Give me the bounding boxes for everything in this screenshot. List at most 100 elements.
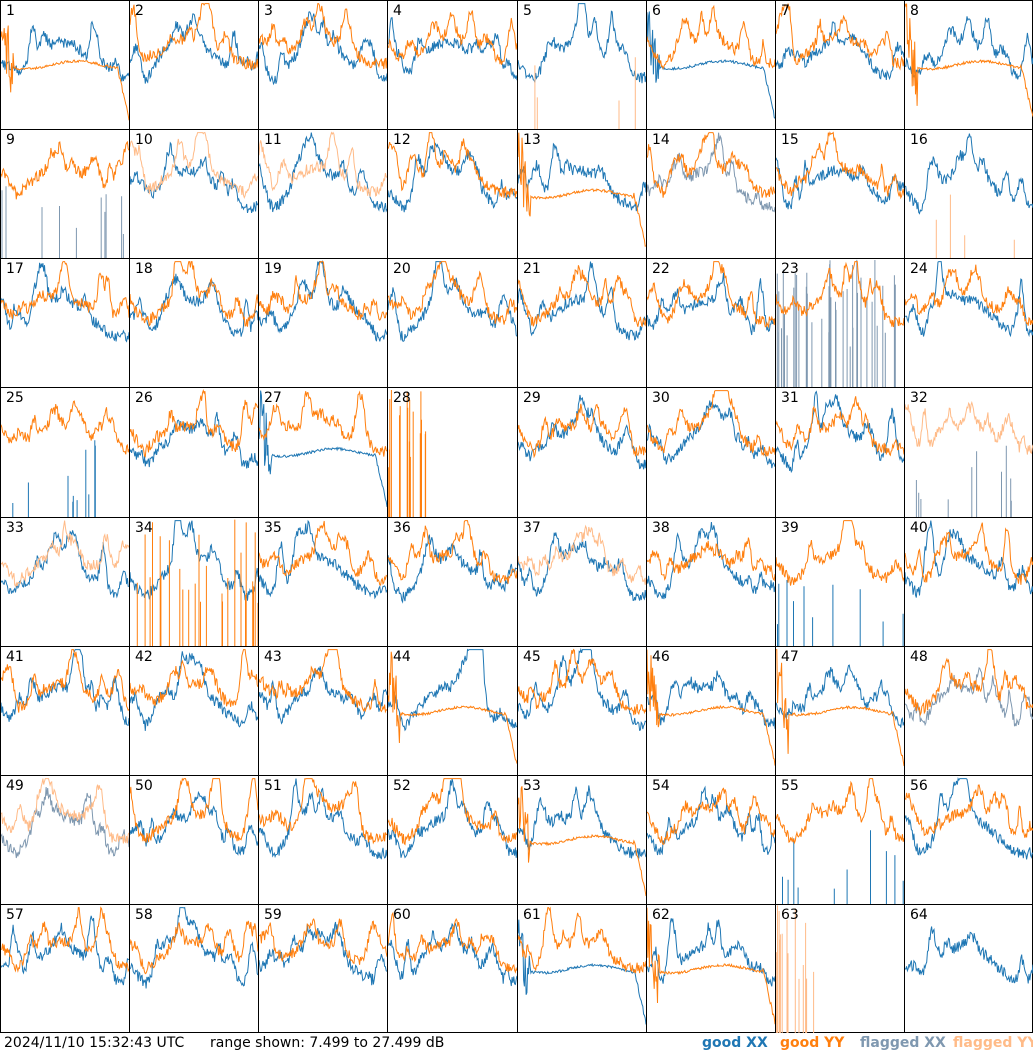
yy-series <box>776 649 904 767</box>
panel-plot <box>388 778 517 859</box>
yy-series <box>905 522 1033 585</box>
panel-number: 60 <box>393 907 411 923</box>
panel-number: 16 <box>910 132 928 148</box>
xx-series <box>12 440 96 517</box>
panel-number: 54 <box>652 778 670 794</box>
xx-series <box>259 666 387 725</box>
xx-series <box>259 259 387 342</box>
panel-number: 44 <box>393 649 411 665</box>
panel-plot <box>647 649 775 766</box>
yy-series <box>905 649 1033 717</box>
xx-series <box>259 390 387 507</box>
panel-number: 30 <box>652 390 670 406</box>
panel-plot <box>259 259 387 342</box>
panel-plot <box>130 3 258 84</box>
panel-18: 18 <box>129 258 258 387</box>
yy-series <box>259 131 387 197</box>
panel-number: 42 <box>135 649 153 665</box>
panel-number: 11 <box>264 132 282 148</box>
panel-number: 47 <box>781 649 799 665</box>
panel-plot <box>1 906 129 986</box>
panel-28: 28 <box>387 387 517 517</box>
panel-plot <box>518 394 646 470</box>
panel-plot <box>1 261 129 343</box>
yy-series <box>647 132 775 198</box>
panel-plot <box>1 400 129 517</box>
xx-series <box>905 261 1033 338</box>
panel-number: 56 <box>910 778 928 794</box>
panel-7: 7 <box>775 0 904 129</box>
panel-plot <box>130 649 258 731</box>
yy-series <box>388 651 517 764</box>
panel-15: 15 <box>775 129 904 258</box>
yy-series <box>388 10 517 65</box>
xx-series <box>518 919 646 1025</box>
panel-49: 49 <box>0 775 129 904</box>
xx-series <box>388 142 517 213</box>
panel-plot <box>259 390 387 507</box>
xx-series <box>776 157 904 210</box>
yy-series <box>776 520 904 586</box>
panel-plot <box>905 520 1033 598</box>
panel-5: 5 <box>517 0 646 129</box>
legend-flagged-xx: flagged XX <box>860 1035 946 1051</box>
panel-plot <box>259 918 387 986</box>
panel-12: 12 <box>387 129 517 258</box>
panel-23: 23 <box>775 258 904 387</box>
panel-number: 52 <box>393 778 411 794</box>
panel-number: 55 <box>781 778 799 794</box>
xx-series <box>130 651 258 731</box>
yy-series <box>518 524 646 585</box>
legend-good-xx: good XX <box>702 1035 768 1051</box>
panel-39: 39 <box>775 517 904 646</box>
yy-series <box>130 3 258 71</box>
panel-plot <box>259 778 387 860</box>
xx-series <box>1 186 124 258</box>
panel-plot <box>518 132 646 247</box>
panel-19: 19 <box>258 258 387 387</box>
panel-number: 61 <box>523 907 541 923</box>
xx-series <box>388 17 517 81</box>
panel-plot <box>776 3 904 81</box>
xx-series <box>647 521 775 600</box>
panel-number: 24 <box>910 261 928 277</box>
xx-series <box>647 918 775 987</box>
xx-series <box>905 16 1033 80</box>
xx-series <box>647 400 775 469</box>
yy-series <box>259 778 387 845</box>
panel-plot <box>776 390 904 474</box>
yy-series <box>518 906 646 974</box>
panel-53: 53 <box>517 775 646 904</box>
panel-plot <box>776 520 904 646</box>
xx-series <box>388 261 517 342</box>
yy-series <box>1 520 129 588</box>
panel-number: 40 <box>910 520 928 536</box>
panel-plot <box>1 140 129 258</box>
yy-series <box>776 131 904 200</box>
panel-number: 43 <box>264 649 282 665</box>
panel-9: 9 <box>0 129 129 258</box>
panel-number: 53 <box>523 778 541 794</box>
range-text: range shown: 7.499 to 27.499 dB <box>210 1035 445 1051</box>
yy-series <box>130 649 258 707</box>
xx-series <box>130 273 258 338</box>
panel-number: 26 <box>135 390 153 406</box>
yy-series <box>1 261 129 320</box>
panel-plot <box>130 261 258 338</box>
panel-plot <box>518 906 646 1025</box>
panel-24: 24 <box>904 258 1033 387</box>
panel-number: 14 <box>652 132 670 148</box>
yy-series <box>1 649 129 713</box>
panel-plot <box>1 649 129 726</box>
panel-52: 52 <box>387 775 517 904</box>
yy-series <box>518 403 646 459</box>
panel-plot <box>905 649 1033 727</box>
panel-21: 21 <box>517 258 646 387</box>
panel-number: 23 <box>781 261 799 277</box>
panel-38: 38 <box>646 517 775 646</box>
panel-plot <box>905 133 1033 258</box>
panel-47: 47 <box>775 646 904 775</box>
yy-series <box>130 132 258 200</box>
panel-14: 14 <box>646 129 775 258</box>
xx-series <box>905 666 1033 727</box>
